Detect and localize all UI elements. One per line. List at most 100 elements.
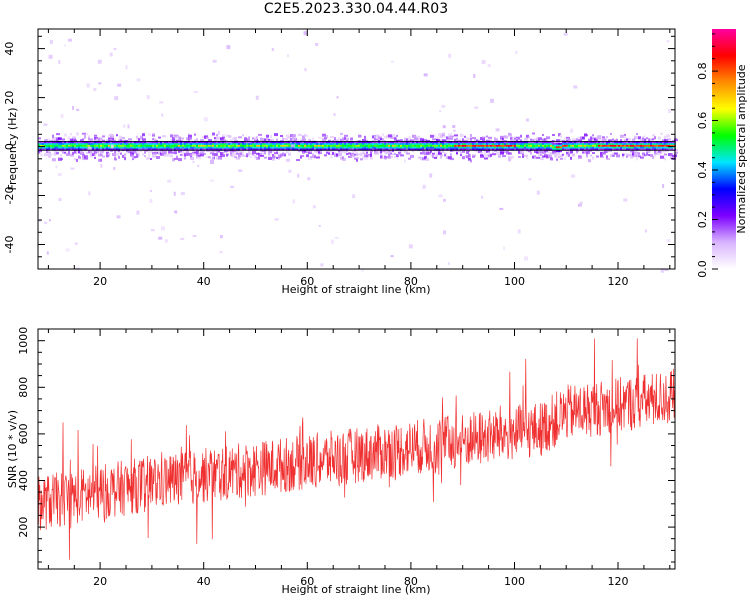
spectrogram-noise-cell bbox=[102, 135, 105, 138]
spectrogram-noise-cell bbox=[436, 139, 438, 142]
spectrogram-band-cell bbox=[500, 141, 502, 144]
spectrogram-noise-cell bbox=[146, 157, 150, 160]
spectrogram-band-cell bbox=[526, 143, 528, 146]
spectrogram-band-cell bbox=[514, 148, 516, 151]
spectrogram-speckle bbox=[87, 146, 92, 151]
spectrogram-noise-cell bbox=[138, 138, 140, 141]
spectrogram-band-cell bbox=[224, 146, 226, 149]
spectrogram-band-cell bbox=[350, 148, 352, 151]
spectrogram-band-cell bbox=[518, 148, 520, 151]
spectrogram-noise-cell bbox=[576, 150, 578, 154]
y-tick-label: 40 bbox=[3, 42, 16, 56]
spectrogram-band-cell bbox=[410, 144, 412, 148]
spectrogram-band-cell bbox=[212, 144, 214, 148]
spectrogram-band-cell bbox=[490, 146, 492, 149]
spectrogram-band-cell bbox=[672, 143, 674, 146]
spectrogram-band-cell bbox=[628, 148, 630, 151]
spectrogram-speckle bbox=[292, 199, 295, 204]
spectrogram-band-cell bbox=[106, 146, 108, 149]
spectrogram-band-cell bbox=[398, 143, 400, 146]
spectrogram-band-cell bbox=[576, 141, 578, 144]
spectrogram-band-cell bbox=[396, 146, 398, 149]
spectrogram-noise-cell bbox=[252, 137, 255, 140]
spectrogram-noise-cell bbox=[432, 152, 435, 155]
spectrogram-noise-cell bbox=[232, 152, 236, 156]
spectrogram-band-cell bbox=[156, 143, 158, 146]
spectrogram-band-cell bbox=[336, 143, 338, 146]
spectrogram-band-cell bbox=[622, 143, 624, 146]
spectrogram-band-cell bbox=[228, 143, 230, 146]
spectrogram-band-cell bbox=[426, 144, 428, 148]
spectrogram-noise-cell bbox=[254, 137, 257, 141]
spectrogram-noise-cell bbox=[460, 134, 464, 137]
spectrogram-noise-cell bbox=[568, 138, 571, 141]
spectrogram-band-cell bbox=[240, 143, 242, 146]
spectrogram-band-cell bbox=[592, 148, 594, 151]
spectrogram-noise-cell bbox=[308, 138, 310, 142]
spectrogram-band-cell bbox=[366, 143, 368, 146]
spectrogram-band-cell bbox=[536, 148, 538, 151]
spectrogram-band-cell bbox=[58, 143, 60, 146]
spectrogram-band-cell bbox=[490, 148, 492, 151]
y-tick-label: -40 bbox=[3, 236, 16, 254]
spectrogram-band-cell bbox=[192, 143, 194, 146]
spectrogram-noise-cell bbox=[538, 153, 541, 156]
spectrogram-band-cell bbox=[72, 148, 74, 151]
colorbar-tick-label: 0.8 bbox=[696, 62, 709, 80]
spectrogram-band-cell bbox=[72, 144, 74, 148]
spectrogram-band-cell bbox=[510, 146, 512, 149]
spectrogram-band-cell bbox=[120, 144, 122, 148]
spectrogram-band-cell bbox=[568, 144, 570, 148]
spectrogram-band-cell bbox=[68, 146, 70, 149]
spectrogram-noise-cell bbox=[328, 139, 331, 142]
spectrogram-band-cell bbox=[346, 144, 348, 148]
spectrogram-band-cell bbox=[618, 143, 620, 146]
spectrogram-band-cell bbox=[254, 144, 256, 148]
spectrogram-speckle bbox=[422, 184, 426, 189]
spectrogram-band-cell bbox=[140, 148, 142, 151]
spectrogram-band-cell bbox=[52, 144, 54, 148]
spectrogram-band-cell bbox=[100, 144, 102, 148]
spectrogram-band-cell bbox=[38, 144, 40, 148]
spectrogram-band-cell bbox=[324, 141, 326, 144]
spectrogram-noise-cell bbox=[348, 153, 350, 157]
spectrogram-band-cell bbox=[644, 148, 646, 151]
spectrogram-noise-cell bbox=[400, 139, 403, 143]
spectrogram-noise-cell bbox=[420, 157, 423, 161]
spectrogram-band-cell bbox=[502, 148, 504, 151]
spectrogram-noise-cell bbox=[656, 152, 659, 155]
spectrogram-noise-cell bbox=[380, 152, 382, 156]
spectrogram-noise-cell bbox=[260, 138, 264, 142]
spectrogram-band-cell bbox=[646, 144, 648, 148]
spectrogram-band-cell bbox=[640, 141, 642, 144]
spectrogram-noise-cell bbox=[272, 149, 275, 153]
spectrogram-band-cell bbox=[80, 144, 82, 148]
spectrogram-band-cell bbox=[232, 146, 234, 149]
spectrogram-noise-cell bbox=[168, 154, 170, 157]
spectrogram-speckle bbox=[660, 268, 664, 273]
spectrogram-band-cell bbox=[506, 141, 508, 144]
spectrogram-noise-cell bbox=[198, 152, 200, 155]
spectrogram-band-cell bbox=[54, 144, 56, 148]
spectrogram-band-cell bbox=[318, 144, 320, 148]
spectrogram-noise-cell bbox=[388, 155, 391, 159]
spectrogram-noise-cell bbox=[518, 150, 520, 154]
spectrogram-noise-cell bbox=[442, 150, 444, 154]
spectrogram-band-cell bbox=[306, 148, 308, 151]
spectrogram-band-cell bbox=[48, 141, 50, 144]
spectrogram-noise-cell bbox=[426, 157, 429, 161]
spectrogram-band-cell bbox=[444, 143, 446, 146]
spectrogram-band-cell bbox=[644, 144, 646, 148]
spectrogram-band-cell bbox=[206, 148, 208, 151]
spectrogram-band-cell bbox=[652, 141, 654, 144]
spectrogram-band-cell bbox=[532, 146, 534, 149]
spectrogram-band-cell bbox=[560, 150, 562, 153]
spectrogram-band-cell bbox=[170, 146, 172, 149]
spectrogram-band-cell bbox=[268, 146, 270, 149]
spectrogram-band-cell bbox=[460, 146, 462, 149]
spectrogram-band-cell bbox=[240, 144, 242, 148]
spectrogram-band-cell bbox=[186, 148, 188, 151]
spectrogram-noise-cell bbox=[220, 154, 222, 158]
spectrogram-band-cell bbox=[152, 143, 154, 146]
spectrogram-band-cell bbox=[486, 144, 488, 148]
